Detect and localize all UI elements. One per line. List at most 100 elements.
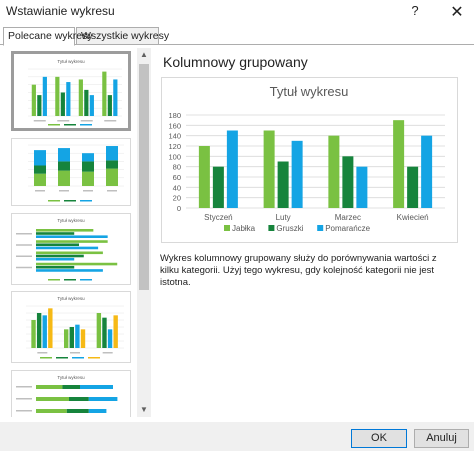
thumb-bar (88, 409, 107, 413)
thumb-bar (82, 171, 94, 186)
window-title: Wstawianie wykresu (6, 4, 115, 18)
thumbnail-stacked-bar[interactable]: Tytuł wykresu (11, 370, 131, 417)
thumb-bar (102, 71, 107, 116)
bar-Pomarańcze-Styczeń (226, 130, 238, 208)
scroll-up-arrow-icon[interactable]: ▲ (140, 50, 148, 59)
thumb-bar (80, 329, 86, 348)
chart-thumbnail-list[interactable]: Tytuł wykresu Tytuł wykresu Tytuł wykres… (6, 48, 137, 417)
thumb-bar (36, 269, 103, 272)
thumbnail-clustered-column-by-fruit-chart: Tytuł wykresu (26, 296, 124, 359)
thumb-bar (58, 148, 70, 162)
tab-divider (0, 44, 474, 45)
bar-Jabłka-Styczeń (198, 146, 210, 208)
thumb-bar (55, 76, 60, 116)
selected-chart-name: Kolumnowy grupowany (163, 54, 308, 70)
x-tick-label: Marzec (335, 213, 361, 222)
legend-label: Jabłka (232, 224, 256, 233)
thumb-bar (113, 79, 118, 116)
thumb-y-label (16, 233, 32, 235)
tab-recommended-charts[interactable]: Polecane wykresy (3, 27, 93, 46)
bar-Pomarańcze-Kwiecień (421, 135, 433, 208)
thumb-bar (106, 146, 118, 161)
y-tick-label: 0 (177, 204, 181, 213)
thumbnail-clustered-column-by-fruit[interactable]: Tytuł wykresu (11, 291, 131, 363)
bar-Gruszki-Luty (277, 161, 289, 208)
help-button[interactable]: ? (411, 3, 419, 18)
thumb-bar (36, 257, 75, 261)
thumbnail-clustered-bar[interactable]: Tytuł wykresu (11, 213, 131, 285)
thumb-y-label (16, 410, 32, 412)
title-bar: Wstawianie wykresu ? ✕ (0, 0, 474, 24)
thumb-bar (78, 79, 83, 116)
thumb-bar (60, 92, 65, 116)
thumb-y-label (16, 266, 32, 269)
thumbnail-clustered-column[interactable]: Tytuł wykresu (11, 51, 131, 131)
thumb-y-label (16, 398, 32, 400)
thumb-x-label (37, 352, 48, 354)
thumb-bar (36, 232, 75, 235)
thumb-legend (48, 279, 60, 281)
thumb-bar (36, 229, 94, 232)
thumb-bar (58, 170, 70, 186)
close-button[interactable]: ✕ (450, 4, 464, 21)
thumb-bar (88, 397, 118, 401)
thumb-bar (62, 385, 80, 389)
thumb-bar (107, 95, 112, 116)
legend-swatch (268, 225, 275, 231)
thumb-bar (36, 265, 75, 269)
tab-all-charts[interactable]: Wszystkie wykresy (76, 27, 169, 45)
y-tick-label: 40 (173, 183, 181, 192)
legend-swatch (224, 225, 230, 231)
x-tick-label: Luty (276, 213, 291, 222)
thumb-bar (64, 329, 69, 348)
chart-description: Wykres kolumnowy grupowany służy do poró… (160, 253, 437, 288)
thumb-bar (48, 308, 53, 348)
thumb-legend (48, 200, 60, 202)
thumbnail-scrollbar[interactable]: ▲ ▼ (137, 48, 151, 417)
thumb-x-label (33, 120, 46, 122)
thumb-bar (36, 409, 67, 413)
thumb-legend (72, 357, 84, 359)
legend-label: Pomarańcze (325, 224, 370, 233)
thumb-bar (36, 385, 63, 389)
thumb-bar (36, 397, 69, 401)
scroll-down-arrow-icon[interactable]: ▼ (140, 405, 148, 414)
x-tick-label: Styczeń (204, 213, 232, 222)
legend-label: Gruszki (276, 224, 303, 233)
thumb-legend (56, 357, 68, 359)
thumb-title: Tytuł wykresu (57, 218, 85, 223)
thumb-bar (31, 84, 36, 116)
chart-preview: Tytuł wykresu 0 20 40 60 80 100 120 140 160 180 Sty… (161, 77, 458, 243)
thumb-bar (36, 254, 84, 258)
thumb-bar (42, 76, 47, 116)
y-tick-label: 60 (173, 173, 181, 182)
thumb-x-label (107, 190, 117, 192)
bar-Gruszki-Marzec (342, 156, 354, 208)
thumb-bar (106, 160, 118, 169)
bar-Pomarańcze-Luty (291, 140, 303, 208)
thumb-x-label (102, 352, 113, 354)
thumb-legend (88, 357, 100, 359)
thumb-legend (64, 124, 76, 126)
thumb-x-label (59, 190, 69, 192)
thumb-bar (58, 161, 70, 171)
thumb-title: Tytuł wykresu (57, 375, 85, 380)
chart-title: Tytuł wykresu (270, 84, 349, 99)
thumb-bar (34, 165, 46, 174)
thumb-bar (75, 324, 80, 348)
ok-button[interactable]: OK (351, 429, 407, 448)
thumb-bar (36, 240, 108, 243)
thumbnail-stacked-column[interactable] (11, 138, 131, 206)
thumb-y-label (16, 255, 32, 257)
thumb-title: Tytuł wykresu (57, 59, 85, 64)
scroll-thumb[interactable] (139, 64, 149, 290)
cancel-button[interactable]: Anuluj (414, 429, 469, 448)
y-tick-label: 120 (168, 142, 181, 151)
thumb-bar (96, 313, 102, 348)
bar-Gruszki-Styczeń (212, 166, 224, 208)
bar-Jabłka-Marzec (328, 135, 340, 208)
thumb-y-label (16, 386, 32, 388)
thumbnail-clustered-bar-chart: Tytuł wykresu (16, 218, 118, 281)
bar-Gruszki-Kwiecień (407, 166, 419, 208)
bar-Jabłka-Luty (263, 130, 275, 208)
